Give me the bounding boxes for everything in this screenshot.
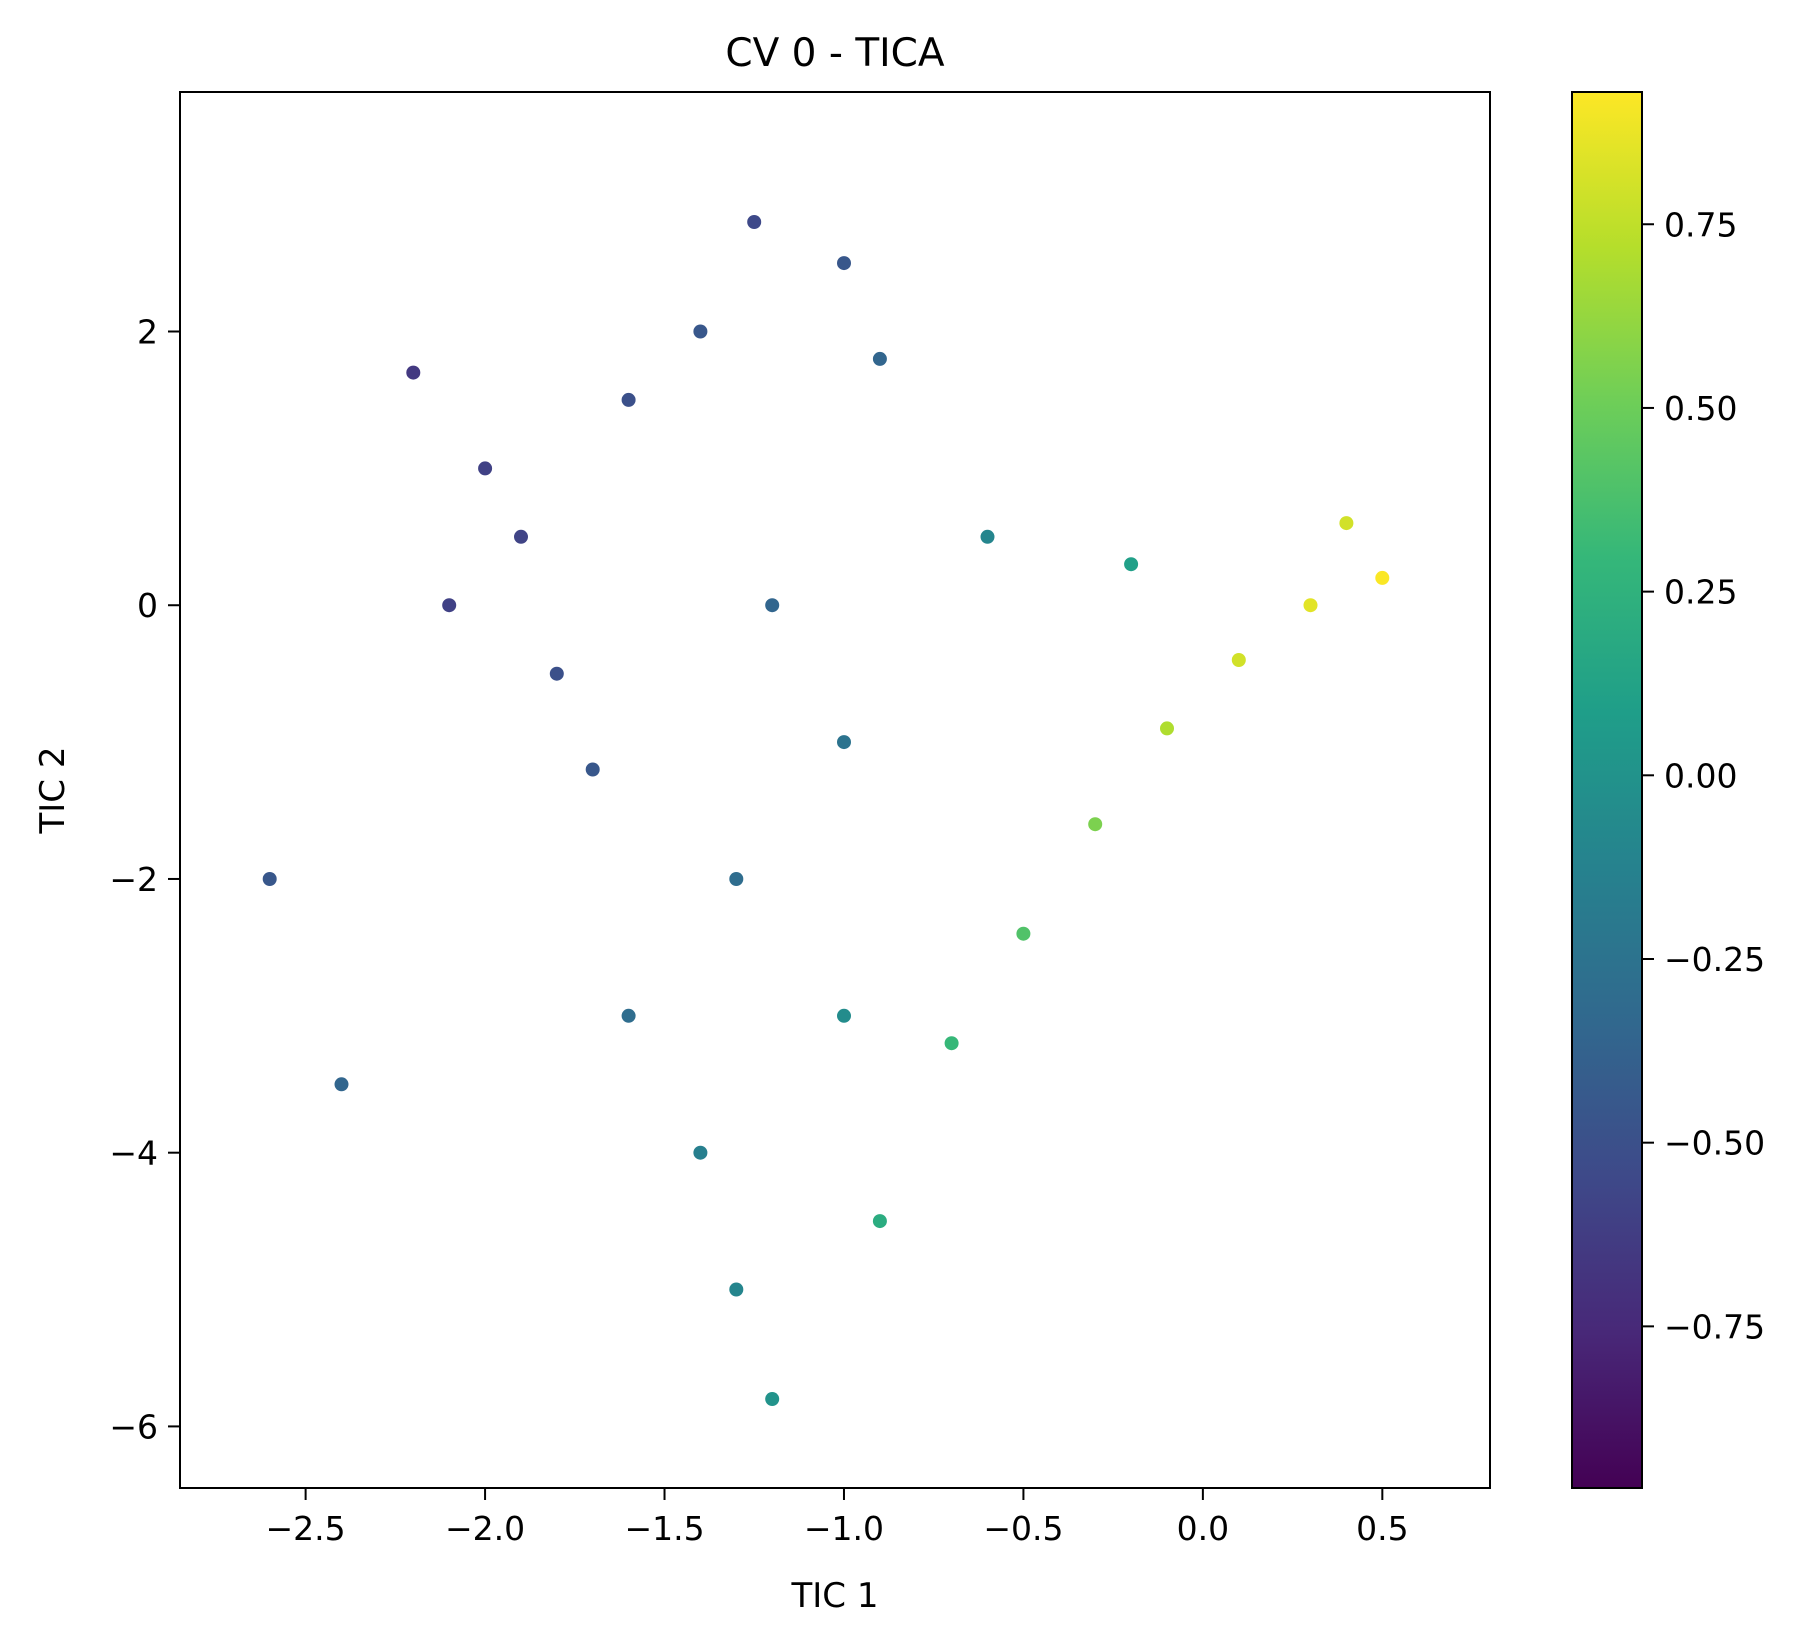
scatter-point: [478, 461, 493, 476]
x-axis-label: TIC 1: [791, 1576, 879, 1616]
scatter-point: [1160, 721, 1174, 736]
scatter-point: [837, 1008, 851, 1023]
scatter-point: [1303, 598, 1318, 613]
scatter-point: [585, 762, 600, 777]
scatter-points: [262, 215, 1390, 1406]
y-tick-label: 0: [137, 586, 158, 625]
scatter-point: [1231, 653, 1246, 667]
scatter-point: [729, 1282, 744, 1297]
scatter-point: [693, 324, 708, 339]
scatter-point: [837, 735, 851, 750]
scatter-point: [872, 351, 887, 366]
x-tick-label: −2.5: [266, 1509, 346, 1548]
colorbar-axis: 0.75 0.50 0.25 0.00 −0.25 −0.50 −0.75: [1642, 205, 1765, 1346]
y-axis: 2 0 −2 −4 −6: [109, 313, 180, 1446]
x-tick-label: −0.5: [983, 1509, 1063, 1548]
scatter-point: [1339, 516, 1354, 531]
colorbar-tick-label: 0.00: [1664, 756, 1737, 795]
colorbar: [1571, 91, 1643, 1489]
x-tick-label: −1.0: [804, 1509, 884, 1548]
x-tick-label: 0.0: [1177, 1509, 1229, 1548]
colorbar-tick-label: −0.25: [1664, 940, 1765, 979]
scatter-point: [980, 529, 995, 544]
colorbar-tick-label: 0.75: [1664, 205, 1737, 244]
scatter-point: [1088, 817, 1103, 832]
scatter-point: [765, 1392, 780, 1406]
colorbar-tick-label: 0.25: [1664, 573, 1737, 612]
scatter-point: [944, 1036, 959, 1051]
scatter-point: [747, 215, 762, 229]
scatter-point: [262, 872, 277, 886]
x-tick-label: 0.5: [1356, 1509, 1408, 1548]
scatter-point: [549, 666, 564, 681]
x-axis: −2.5 −2.0 −1.5 −1.0 −0.5 0.0 0.5: [266, 1488, 1409, 1548]
y-axis-label: TIC 2: [33, 747, 73, 835]
scatter-point: [837, 256, 851, 271]
scatter-point: [621, 1008, 636, 1023]
colorbar-tick-label: 0.50: [1664, 389, 1737, 428]
x-tick-label: −1.5: [624, 1509, 704, 1548]
scatter-point: [872, 1214, 887, 1229]
scatter-point: [334, 1077, 349, 1092]
plot-frame: [179, 91, 1491, 1489]
colorbar-tick-label: −0.75: [1664, 1307, 1765, 1346]
y-tick-label: −6: [109, 1407, 158, 1446]
scatter-point: [729, 872, 744, 886]
scatter-point: [621, 392, 636, 407]
scatter-point: [514, 529, 528, 544]
y-tick-label: −4: [109, 1134, 158, 1173]
scatter-point: [406, 365, 421, 380]
scatter-point: [442, 598, 457, 613]
y-tick-label: −2: [109, 860, 158, 899]
colorbar-tick-label: −0.50: [1664, 1124, 1765, 1163]
x-tick-label: −2.0: [445, 1509, 525, 1548]
scatter-point: [693, 1145, 708, 1160]
scatter-point: [1375, 570, 1390, 585]
scatter-point: [765, 598, 780, 613]
scatter-point: [1016, 926, 1031, 941]
y-tick-label: 2: [137, 313, 158, 352]
scatter-point: [1124, 557, 1139, 572]
chart-title: CV 0 - TICA: [725, 31, 945, 76]
